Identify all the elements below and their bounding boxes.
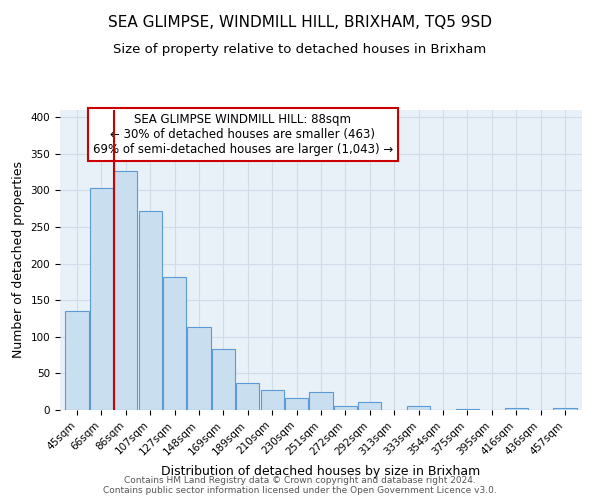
Bar [236,383,259,410]
Bar [456,408,479,410]
Bar [334,406,357,410]
Bar [358,402,382,410]
Bar [114,170,137,410]
Text: SEA GLIMPSE WINDMILL HILL: 88sqm
← 30% of detached houses are smaller (463)
69% : SEA GLIMPSE WINDMILL HILL: 88sqm ← 30% o… [92,113,393,156]
Bar [553,408,577,410]
Bar [187,328,211,410]
Bar [505,408,528,410]
Bar [90,188,113,410]
Y-axis label: Number of detached properties: Number of detached properties [12,162,25,358]
Bar [407,406,430,410]
Bar [285,398,308,410]
Text: Size of property relative to detached houses in Brixham: Size of property relative to detached ho… [113,42,487,56]
Bar [163,277,186,410]
Text: Contains HM Land Registry data © Crown copyright and database right 2024.
Contai: Contains HM Land Registry data © Crown c… [103,476,497,495]
Bar [65,311,89,410]
Bar [139,211,162,410]
Bar [212,350,235,410]
Bar [260,390,284,410]
X-axis label: Distribution of detached houses by size in Brixham: Distribution of detached houses by size … [161,465,481,478]
Bar [310,392,332,410]
Text: SEA GLIMPSE, WINDMILL HILL, BRIXHAM, TQ5 9SD: SEA GLIMPSE, WINDMILL HILL, BRIXHAM, TQ5… [108,15,492,30]
